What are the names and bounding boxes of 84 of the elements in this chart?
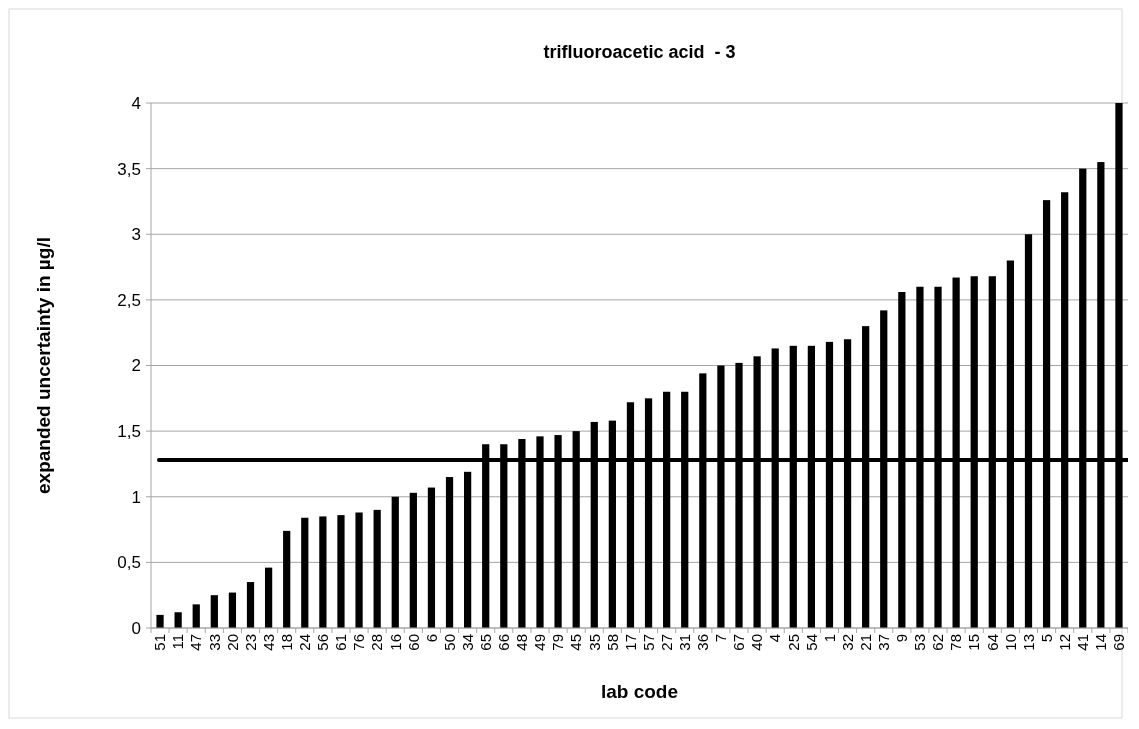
x-tick-label: 79: [549, 634, 567, 651]
x-tick-label: 17: [621, 634, 639, 651]
bar: [391, 496, 399, 628]
x-tick-label: 67: [730, 634, 748, 651]
bar: [373, 509, 381, 628]
x-tick-label: 27: [657, 634, 675, 651]
x-tick-label: 37: [875, 634, 892, 651]
y-tick-label: 1,5: [117, 422, 141, 442]
x-tick-label: 13: [1019, 634, 1037, 651]
chart-title: trifluoroacetic acid - 3: [543, 42, 736, 62]
bar: [156, 614, 164, 628]
y-tick-label: 4: [131, 93, 141, 113]
x-tick-label: 6: [422, 634, 440, 643]
bar: [174, 612, 182, 628]
x-tick-label: 16: [386, 634, 404, 651]
x-tick-label: 43: [259, 634, 277, 651]
x-tick-label: 65: [476, 634, 494, 651]
x-tick-label: 41: [1074, 634, 1092, 651]
x-tick-label: 78: [947, 634, 965, 651]
x-tick-label: 18: [277, 634, 295, 651]
bar: [283, 530, 291, 628]
x-tick-label: 51: [151, 634, 169, 651]
bar: [228, 592, 237, 628]
x-tick-label: 56: [314, 634, 332, 651]
x-tick-label: 54: [802, 634, 820, 651]
x-tick-label: 20: [223, 634, 241, 651]
bar: [301, 517, 309, 628]
x-tick-label: 28: [368, 634, 386, 651]
x-tick-label: 61: [332, 634, 350, 651]
bar: [445, 477, 454, 628]
x-tick-label: 45: [567, 634, 585, 651]
x-tick-label: 76: [350, 634, 368, 651]
y-tick-label: 2,5: [117, 290, 141, 310]
x-tick-label: 31: [675, 634, 693, 651]
x-tick-label: 50: [440, 634, 458, 651]
x-tick-label: 69: [1110, 634, 1128, 651]
x-tick-label: 23: [241, 634, 259, 651]
y-tick-label: 1: [131, 487, 141, 507]
y-tick-label: 0: [131, 618, 141, 638]
x-tick-label: 11: [169, 634, 187, 650]
bar: [210, 595, 218, 628]
x-tick-label: 9: [893, 634, 911, 643]
bar: [427, 487, 436, 628]
x-tick-label: 48: [513, 634, 531, 651]
x-tick-label: 15: [965, 634, 983, 651]
x-tick-label: 57: [639, 634, 657, 651]
x-tick-label: 4: [766, 634, 784, 643]
x-tick-label: 5: [1037, 634, 1055, 643]
x-tick-label: 1: [820, 634, 838, 643]
x-tick-label: 40: [748, 634, 766, 651]
bar: [355, 512, 363, 628]
y-tick-label: 2: [131, 356, 141, 376]
x-tick-label: 53: [911, 634, 929, 651]
y-tick-label: 0,5: [117, 553, 141, 573]
bar: [464, 471, 472, 628]
x-tick-label: 14: [1092, 634, 1110, 651]
bar: [246, 582, 255, 628]
x-tick-label: 10: [1001, 634, 1019, 651]
bar: [409, 492, 417, 628]
y-tick-label: 3: [131, 225, 141, 245]
x-tick-label: 33: [205, 634, 223, 651]
x-axis-title: lab code: [600, 681, 679, 702]
bar: [337, 515, 345, 628]
y-axis-title: expanded uncertainty in µg/l: [33, 237, 54, 494]
x-tick-label: 58: [603, 634, 621, 651]
x-tick-label: 36: [694, 634, 712, 651]
x-tick-label: 24: [296, 634, 314, 651]
x-tick-label: 7: [712, 634, 730, 643]
x-tick-label: 35: [585, 634, 603, 651]
x-tick-label: 25: [784, 634, 802, 651]
x-tick-label: 47: [187, 634, 205, 651]
x-tick-label: 64: [983, 634, 1001, 651]
x-tick-label: 49: [531, 634, 549, 651]
x-tick-label: 62: [929, 634, 947, 651]
x-tick-label: 32: [838, 634, 856, 651]
x-tick-label: 21: [856, 634, 874, 651]
bar: [192, 604, 200, 628]
bar: [264, 567, 273, 628]
y-tick-label: 3,5: [117, 159, 141, 179]
x-tick-label: 60: [404, 634, 422, 651]
x-tick-label: 12: [1055, 634, 1073, 651]
x-tick-label: 34: [458, 634, 476, 651]
x-tick-label: 66: [495, 634, 513, 651]
bar: [319, 516, 327, 628]
